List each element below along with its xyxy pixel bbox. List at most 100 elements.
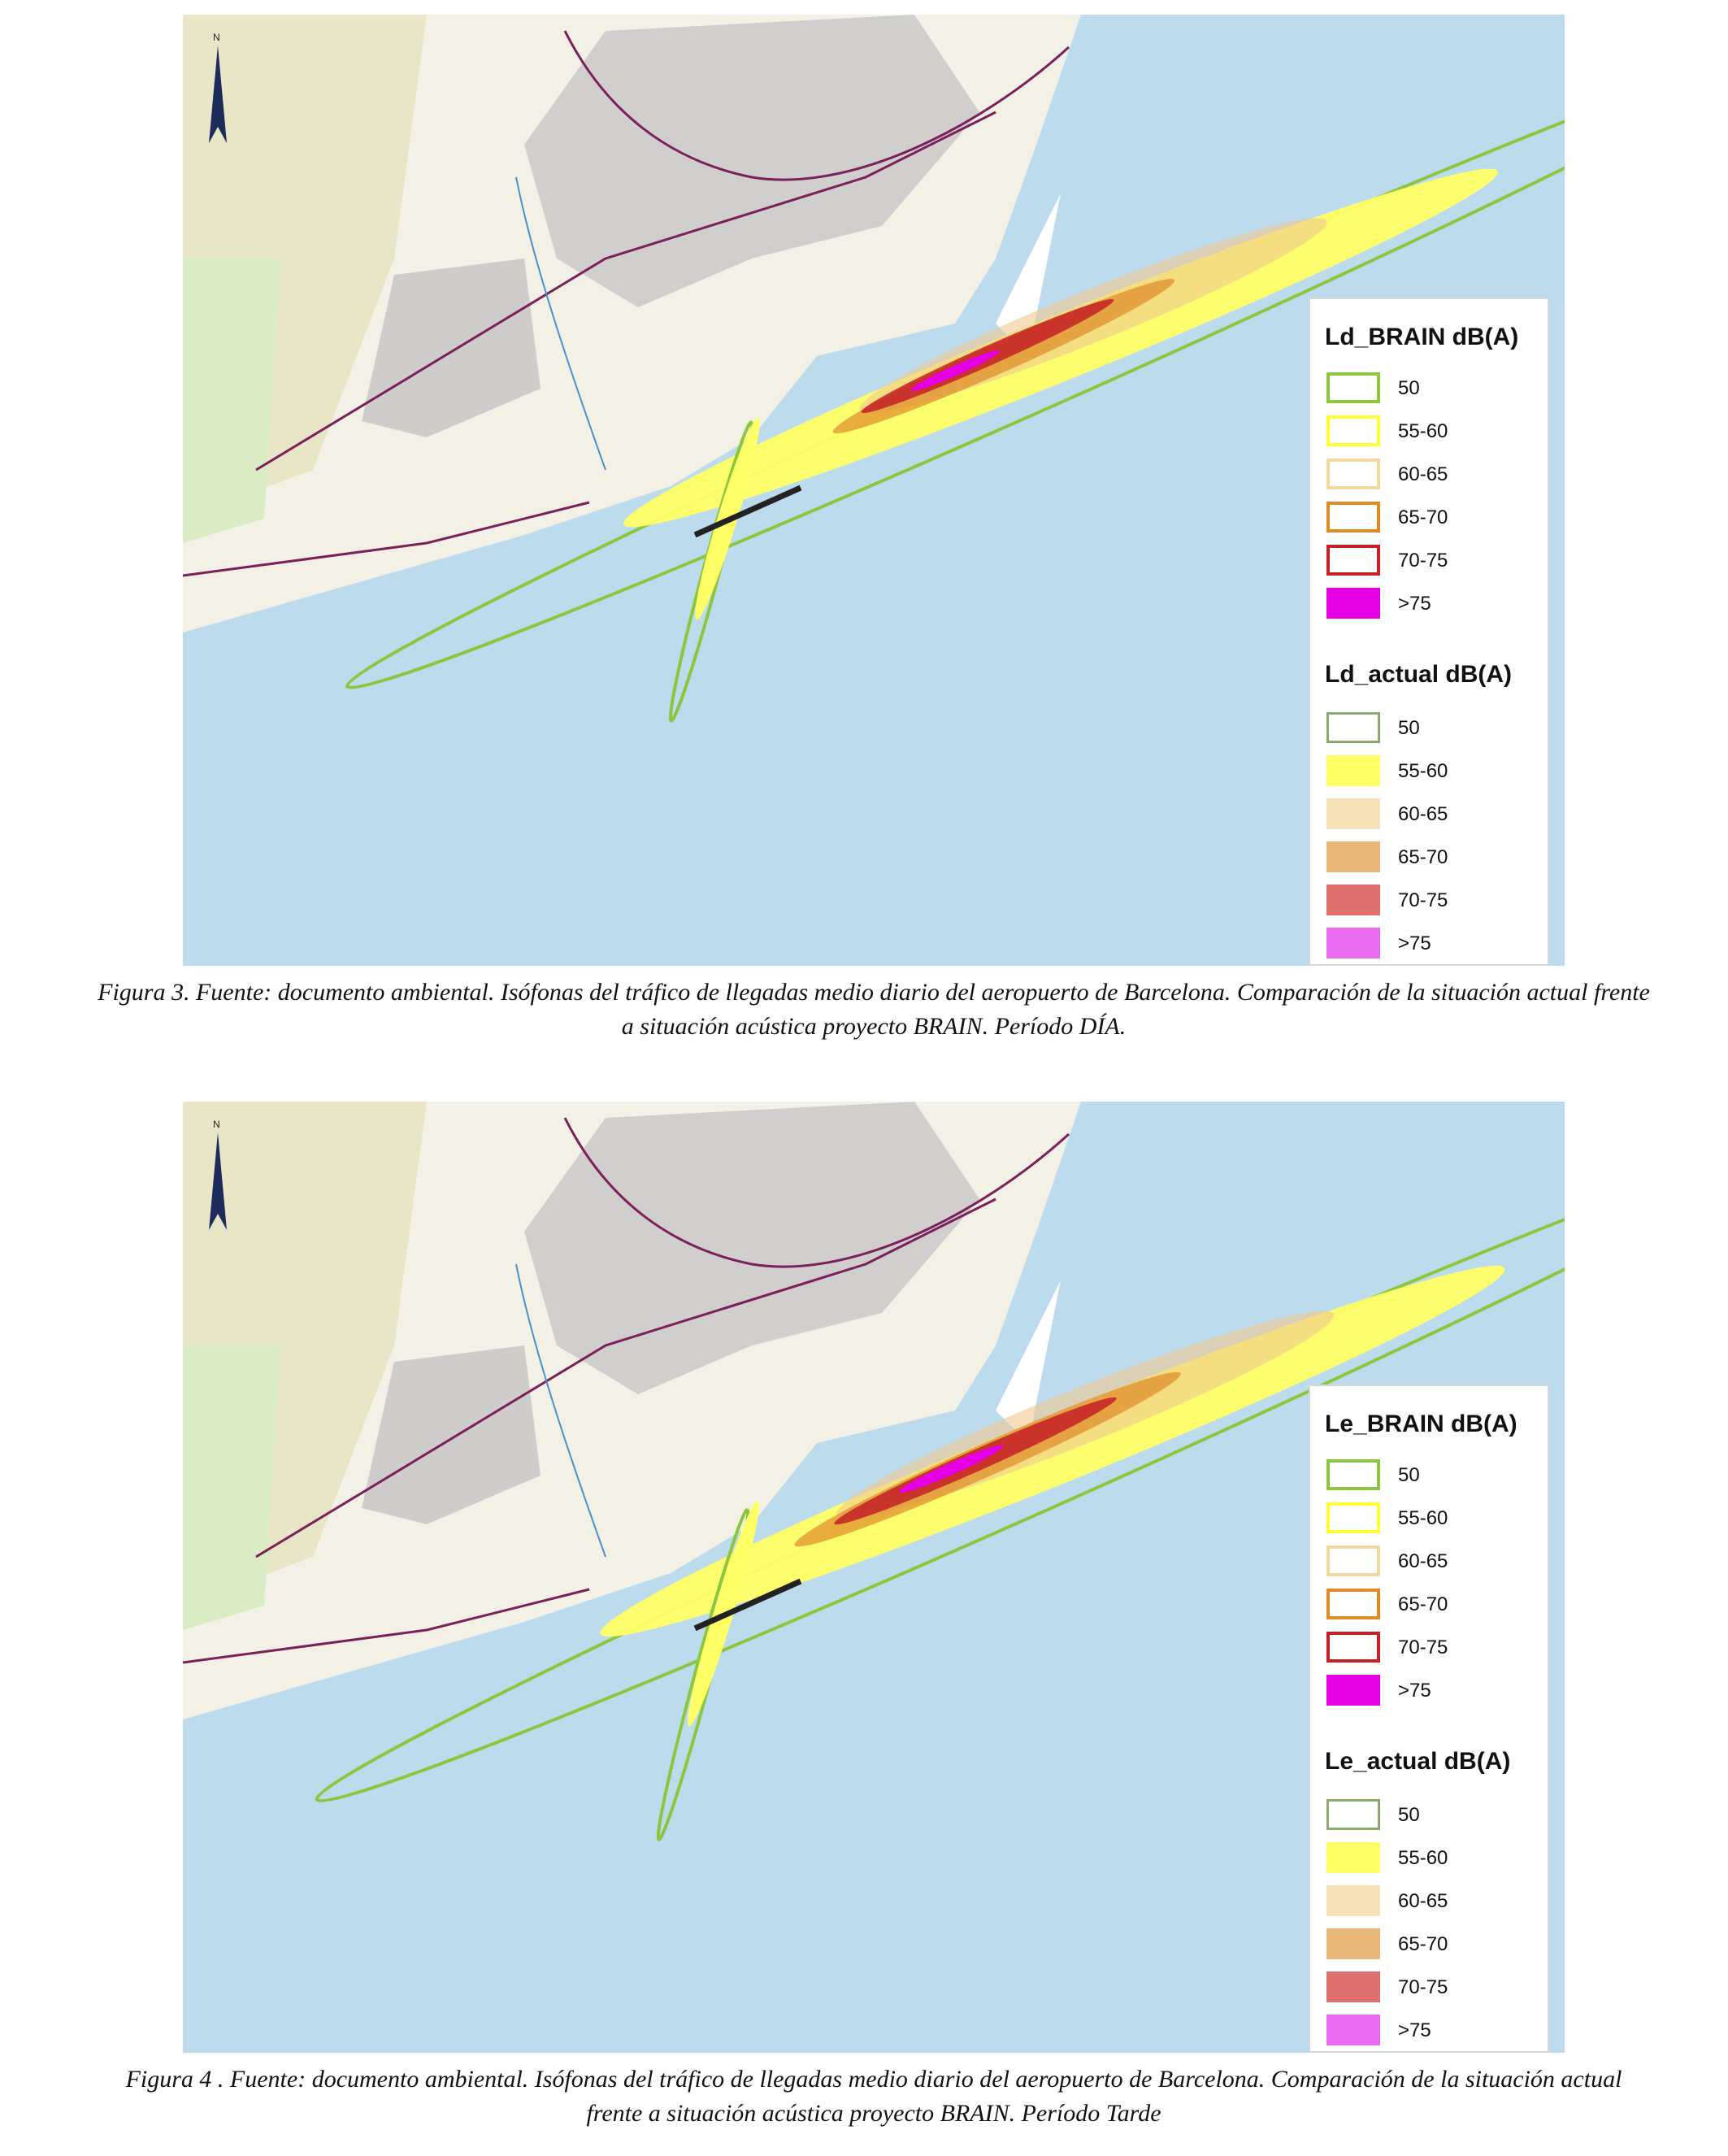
- legend-label: >75: [1398, 2019, 1431, 2041]
- legend-item: 70-75: [1326, 545, 1538, 577]
- legend-swatch: [1326, 798, 1380, 829]
- legend-swatch: [1326, 755, 1380, 786]
- svg-text:N: N: [213, 32, 220, 43]
- road-line: [255, 1198, 996, 1558]
- legend-item: 70-75: [1326, 885, 1538, 917]
- legend-label: 55-60: [1398, 420, 1448, 442]
- legend-item: 55-60: [1326, 755, 1538, 788]
- parkland-area: [183, 259, 280, 543]
- legend-label: 60-65: [1398, 463, 1448, 485]
- legend-item: >75: [1326, 588, 1538, 620]
- road-line: [183, 501, 590, 577]
- legend-label: >75: [1398, 1680, 1431, 1702]
- urban-area: [362, 1345, 541, 1524]
- legend-swatch: [1326, 841, 1380, 872]
- legend-item: 60-65: [1326, 1545, 1538, 1578]
- legend-label: 50: [1398, 1804, 1420, 1826]
- map-base: [183, 1102, 1565, 2053]
- legend-swatch: [1326, 1928, 1380, 1959]
- legend-label: 50: [1398, 1464, 1420, 1486]
- legend-item: 50: [1326, 1799, 1538, 1832]
- legend-label: 55-60: [1398, 1847, 1448, 1869]
- runway: [693, 1578, 802, 1632]
- legend-label: 60-65: [1398, 1550, 1448, 1572]
- legend-swatch: [1326, 459, 1380, 489]
- legend-label: 70-75: [1398, 1637, 1448, 1658]
- legend-label: >75: [1398, 593, 1431, 615]
- legend-item: 50: [1326, 372, 1538, 405]
- legend-label: 70-75: [1398, 550, 1448, 572]
- legend-item: 55-60: [1326, 1502, 1538, 1535]
- legend-item: 55-60: [1326, 1842, 1538, 1875]
- contour-actual-gt75: [898, 1445, 1004, 1493]
- legend-item: 60-65: [1326, 459, 1538, 491]
- legend-swatch: [1326, 1502, 1380, 1533]
- legend-swatch: [1326, 928, 1380, 958]
- legend-swatch: [1326, 1842, 1380, 1873]
- legend-label: 70-75: [1398, 1976, 1448, 1998]
- caption-line: Figura 4 . Fuente: documento ambiental. …: [125, 2066, 1622, 2093]
- legend-label: 60-65: [1398, 803, 1448, 825]
- caption-line: frente a situación acústica proyecto BRA…: [586, 2100, 1161, 2127]
- legend-swatch: [1326, 1675, 1380, 1706]
- legend-item: 55-60: [1326, 415, 1538, 448]
- runway: [693, 485, 802, 538]
- caption-line: a situación acústica proyecto BRAIN. Per…: [621, 1013, 1127, 1040]
- legend-brain-title: Ld_BRAIN dB(A): [1325, 324, 1519, 350]
- urban-area: [524, 1102, 979, 1394]
- legend-label: >75: [1398, 932, 1431, 954]
- legend-label: 65-70: [1398, 506, 1448, 528]
- legend-swatch: [1326, 1971, 1380, 2002]
- road-line: [563, 30, 1070, 181]
- port-area: [996, 1280, 1061, 1443]
- legend-label: 55-60: [1398, 1507, 1448, 1529]
- legend-item: 50: [1326, 1459, 1538, 1492]
- figure-caption: Figura 3. Fuente: documento ambiental. I…: [24, 976, 1723, 1044]
- legend-item: 60-65: [1326, 798, 1538, 831]
- legend-label: 55-60: [1398, 760, 1448, 782]
- legend-item: >75: [1326, 2015, 1538, 2047]
- port-area: [996, 193, 1061, 356]
- legend-label: 65-70: [1398, 846, 1448, 868]
- figure-caption: Figura 4 . Fuente: documento ambiental. …: [24, 2063, 1723, 2131]
- legend-label: 50: [1398, 717, 1420, 739]
- legend-brain-title: Le_BRAIN dB(A): [1325, 1411, 1517, 1437]
- legend-swatch: [1326, 545, 1380, 576]
- legend-item: 65-70: [1326, 1928, 1538, 1961]
- legend-swatch: [1326, 415, 1380, 446]
- urban-area: [362, 259, 541, 437]
- noise-contour-map-day: N Ld_BRAIN dB(A) 50 55-60 60-65 65-70 70…: [183, 15, 1565, 966]
- road-line: [183, 1588, 590, 1664]
- road-line: [255, 111, 996, 472]
- noise-contour-map-evening: N Le_BRAIN dB(A) 50 55-60 60-65 65-70 70…: [183, 1102, 1565, 2053]
- legend-swatch: [1326, 2015, 1380, 2045]
- legend: Le_BRAIN dB(A) 50 55-60 60-65 65-70 70-7…: [1309, 1384, 1549, 2053]
- legend-label: 65-70: [1398, 1933, 1448, 1955]
- urban-area: [524, 15, 979, 307]
- legend-item: 70-75: [1326, 1971, 1538, 2004]
- legend-actual-title: Ld_actual dB(A): [1325, 661, 1513, 688]
- road-line: [563, 1117, 1070, 1268]
- legend-swatch: [1326, 1589, 1380, 1619]
- legend-item: >75: [1326, 1675, 1538, 1707]
- parkland-area: [183, 1345, 280, 1630]
- legend-label: 70-75: [1398, 889, 1448, 911]
- legend-swatch: [1326, 1545, 1380, 1576]
- legend-item: 65-70: [1326, 1589, 1538, 1621]
- legend-label: 50: [1398, 377, 1420, 399]
- legend-item: >75: [1326, 928, 1538, 960]
- legend-actual-title: Le_actual dB(A): [1325, 1748, 1511, 1775]
- river-line: [515, 176, 606, 471]
- legend-swatch: [1326, 1885, 1380, 1916]
- legend: Ld_BRAIN dB(A) 50 55-60 60-65 65-70 70-7…: [1309, 298, 1549, 966]
- legend-item: 50: [1326, 712, 1538, 745]
- legend-item: 65-70: [1326, 841, 1538, 874]
- legend-swatch: [1326, 1799, 1380, 1830]
- legend-swatch: [1326, 1459, 1380, 1490]
- caption-line: Figura 3. Fuente: documento ambiental. I…: [98, 979, 1650, 1006]
- legend-item: 60-65: [1326, 1885, 1538, 1918]
- legend-swatch: [1326, 712, 1380, 743]
- legend-item: 65-70: [1326, 502, 1538, 534]
- legend-swatch: [1326, 885, 1380, 915]
- legend-item: 70-75: [1326, 1632, 1538, 1664]
